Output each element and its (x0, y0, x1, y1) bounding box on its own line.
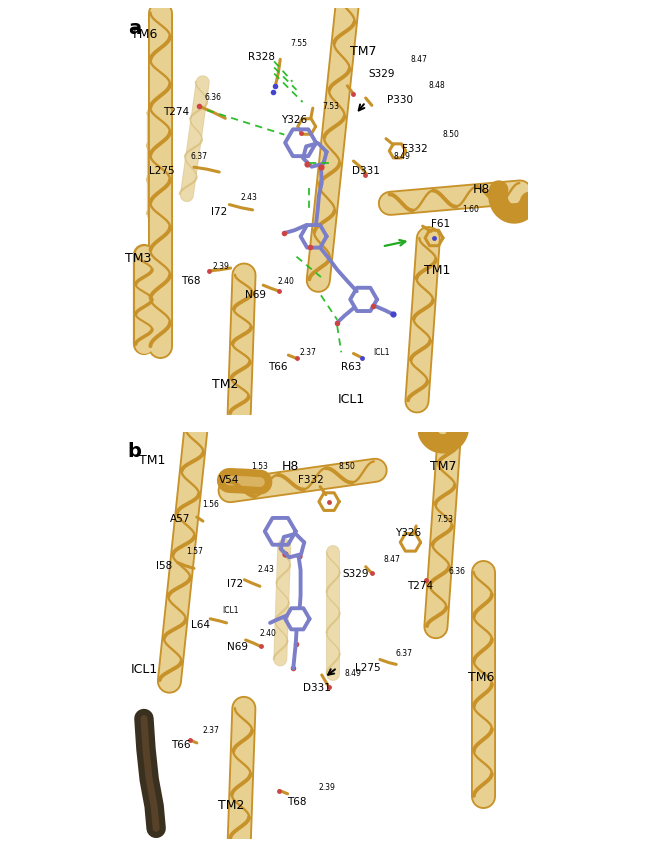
Text: R328: R328 (248, 53, 276, 63)
Text: 7.53: 7.53 (437, 515, 454, 523)
Text: 8.49: 8.49 (394, 152, 411, 162)
Text: 8.49: 8.49 (345, 669, 362, 678)
Text: T274: T274 (163, 108, 190, 117)
Text: Y326: Y326 (281, 115, 307, 125)
Text: TM6: TM6 (131, 29, 157, 42)
Text: T66: T66 (171, 740, 190, 750)
Text: ICL1: ICL1 (338, 393, 365, 406)
Text: 8.50: 8.50 (339, 462, 356, 471)
Text: a: a (127, 19, 141, 37)
Text: 7.53: 7.53 (322, 102, 339, 111)
Text: I72: I72 (227, 579, 244, 590)
Text: 6.37: 6.37 (396, 649, 413, 658)
Text: 1.60: 1.60 (463, 205, 480, 214)
Text: TM6: TM6 (469, 672, 495, 684)
Text: 2.40: 2.40 (278, 277, 294, 285)
Text: F61: F61 (432, 219, 450, 230)
Text: TM2: TM2 (218, 800, 244, 812)
Text: T68: T68 (287, 797, 306, 807)
Text: T274: T274 (408, 581, 434, 591)
Text: 6.36: 6.36 (448, 567, 465, 577)
Text: N69: N69 (245, 291, 266, 301)
Text: 2.43: 2.43 (240, 193, 257, 202)
Text: 2.40: 2.40 (259, 628, 276, 638)
Text: I58: I58 (156, 561, 172, 571)
Text: V54: V54 (219, 475, 240, 485)
Text: 1.56: 1.56 (202, 501, 219, 509)
Text: D331: D331 (352, 166, 380, 176)
Text: F332: F332 (402, 144, 428, 154)
Text: D331: D331 (303, 683, 331, 693)
Text: ICL1: ICL1 (130, 663, 157, 676)
Text: 8.47: 8.47 (410, 55, 427, 64)
Text: ICL1: ICL1 (373, 348, 389, 357)
Text: L64: L64 (191, 620, 211, 630)
Text: N69: N69 (227, 642, 248, 652)
Text: ICL1: ICL1 (222, 606, 239, 615)
Text: 2.37: 2.37 (202, 726, 219, 735)
Text: 2.39: 2.39 (213, 263, 229, 271)
Text: TM1: TM1 (139, 454, 165, 467)
Text: b: b (127, 442, 142, 461)
Text: T68: T68 (181, 276, 200, 286)
Text: 6.37: 6.37 (190, 152, 207, 162)
Text: L275: L275 (150, 166, 175, 176)
Text: TM2: TM2 (212, 379, 239, 391)
Text: H8: H8 (473, 183, 490, 196)
Text: S329: S329 (343, 569, 369, 579)
Text: R63: R63 (341, 362, 361, 372)
Text: 1.57: 1.57 (186, 547, 203, 556)
Text: S329: S329 (369, 69, 395, 79)
Text: TM7: TM7 (430, 460, 456, 473)
Text: TM7: TM7 (350, 45, 377, 58)
Text: I72: I72 (211, 207, 227, 217)
Text: A57: A57 (170, 514, 190, 524)
Text: 2.37: 2.37 (300, 348, 317, 357)
Text: P330: P330 (387, 95, 413, 105)
Text: 8.47: 8.47 (384, 556, 400, 564)
Text: 2.39: 2.39 (318, 783, 335, 792)
Text: TM3: TM3 (125, 252, 151, 265)
Text: H8: H8 (281, 460, 299, 473)
Text: 2.43: 2.43 (257, 566, 274, 574)
Text: 1.53: 1.53 (251, 462, 268, 471)
Text: T66: T66 (268, 362, 288, 372)
Text: TM1: TM1 (424, 264, 450, 278)
Text: Y326: Y326 (395, 529, 421, 539)
Text: 8.50: 8.50 (443, 130, 460, 139)
Text: L275: L275 (355, 662, 380, 673)
Text: 8.48: 8.48 (428, 81, 445, 91)
Text: 6.36: 6.36 (205, 93, 222, 102)
Text: F332: F332 (298, 475, 324, 485)
Text: 7.55: 7.55 (290, 38, 307, 47)
